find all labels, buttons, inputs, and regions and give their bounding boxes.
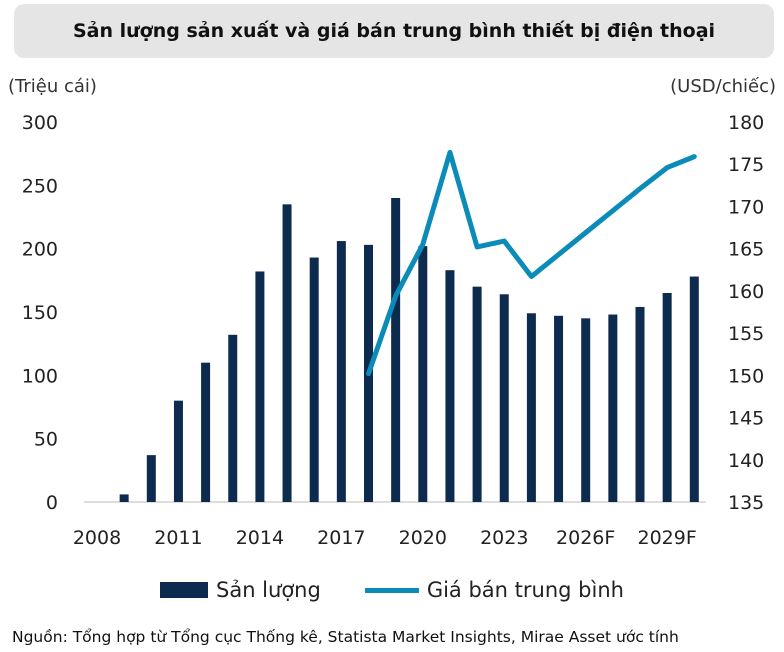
x-tick-label: 2014 [236,527,284,549]
bar-2028F [635,306,645,502]
bar-2014 [255,271,265,502]
bar-2030F [689,276,699,502]
bar-2029F [662,293,672,502]
x-tick-label: 2017 [317,527,365,549]
bar-2010 [146,455,156,502]
bar-2016 [309,257,319,502]
left-tick-label: 100 [22,365,58,387]
x-tick-label: 2023 [480,527,528,549]
left-tick-label: 250 [22,175,58,197]
bar-2025F [554,315,564,502]
bar-2020 [418,246,428,502]
bar-2015 [282,204,292,503]
legend-label-bar: Sản lượng [216,578,321,602]
left-tick-label: 50 [34,429,58,451]
x-tick-label: 2011 [154,527,202,549]
legend-swatch-line [364,587,419,593]
right-tick-label: 165 [728,239,764,261]
right-tick-label: 150 [728,365,764,387]
bar-2019 [391,198,401,502]
left-tick-label: 200 [22,239,58,261]
x-tick-label: 2026F [556,527,615,549]
title-box: Sản lượng sản xuất và giá bán trung bình… [14,4,774,58]
source-note: Nguồn: Tổng hợp từ Tổng cục Thống kê, St… [12,628,679,646]
right-axis-label: (USD/chiếc) [670,76,776,97]
bar-2023 [499,294,509,502]
right-tick-label: 155 [728,323,764,345]
left-tick-label: 300 [22,112,58,134]
left-axis-label: (Triệu cái) [8,76,97,97]
right-tick-label: 135 [728,492,764,514]
right-tick-label: 170 [728,196,764,218]
right-tick-label: 180 [728,112,764,134]
legend-swatch-bar [160,582,208,598]
bar-2022 [472,286,482,502]
bar-2009 [119,494,129,502]
bar-2013 [228,334,238,502]
bar-2026F [581,318,591,502]
right-tick-label: 175 [728,154,764,176]
x-tick-label: 2029F [638,527,697,549]
bar-2011 [173,400,183,502]
right-tick-label: 145 [728,408,764,430]
left-tick-label: 150 [22,302,58,324]
chart-title: Sản lượng sản xuất và giá bán trung bình… [72,20,716,42]
bar-2012 [201,362,211,502]
legend-label-line: Giá bán trung bình [426,578,624,602]
x-tick-label: 2020 [399,527,447,549]
left-tick-label: 0 [46,492,58,514]
right-tick-label: 140 [728,450,764,472]
bar-2021 [445,270,455,502]
bar-2024 [526,313,536,502]
legend: Sản lượng Giá bán trung bình [160,578,624,602]
bar-2017 [336,241,346,503]
right-tick-label: 160 [728,281,764,303]
bar-2027F [608,314,618,502]
x-tick-label: 2008 [73,527,121,549]
